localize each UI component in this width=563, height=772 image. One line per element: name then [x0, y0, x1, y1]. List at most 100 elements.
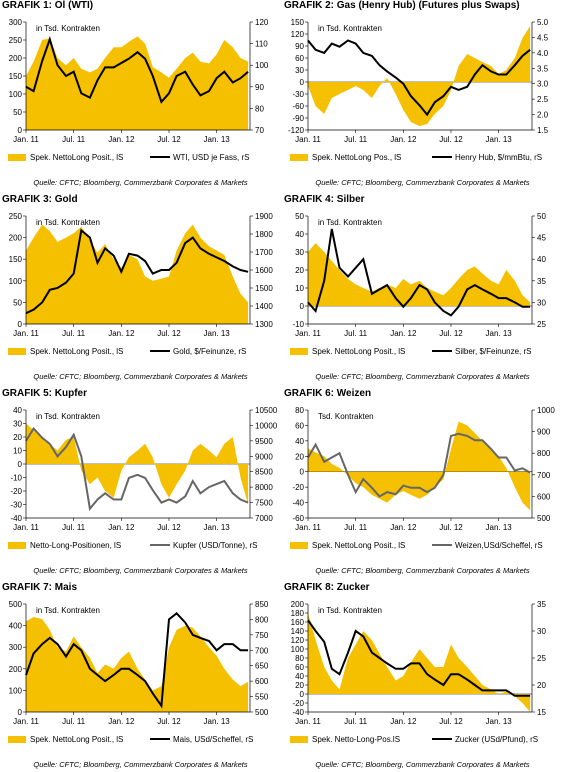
left-tick-label: 0: [300, 468, 305, 477]
legend-label: Spek. NettoLong Posit., lS: [30, 735, 123, 744]
chart-svg: in Tsd. Kontrakten 0 100 200 300 400 500 500 550…: [8, 600, 269, 744]
series-line: [307, 432, 531, 498]
source-note: Quelle: CFTC; Bloomberg, Commerzbank Cor…: [315, 372, 530, 381]
series-line: [307, 619, 531, 697]
x-tick-label: Jul. 12: [439, 135, 463, 144]
right-tick-label: 850: [255, 600, 269, 609]
right-tick-label: 25: [537, 654, 546, 663]
left-tick-label: 10: [13, 447, 22, 456]
left-tick-label: 40: [295, 437, 304, 446]
series-line: [307, 39, 531, 117]
left-tick-label: -30: [292, 90, 304, 99]
left-tick-label: 250: [9, 212, 23, 221]
legend-label: Spek. NettoLong Posit., lS: [312, 541, 405, 550]
right-tick-label: 40: [537, 255, 546, 264]
left-tick-label: 100: [291, 645, 305, 654]
right-tick-label: 110: [255, 40, 268, 49]
right-tick-label: 8000: [255, 483, 273, 492]
legend-label: Silber, $/Feinunze, rS: [455, 347, 531, 356]
series-area: [26, 617, 249, 712]
chart-panel-zucker: GRAFIK 8: Zucker in Tsd. Kontrakten -40 -2…: [282, 582, 563, 772]
x-tick-label: Jan. 13: [486, 717, 513, 726]
chart-panel-kupfer: GRAFIK 5: Kupfer in Tsd. Kontrakten -40 -3…: [0, 388, 281, 578]
x-tick-label: Jul. 11: [62, 135, 86, 144]
chart-panel-gas: GRAFIK 2: Gas (Henry Hub) (Futures plus …: [282, 0, 563, 190]
left-tick-label: 80: [295, 654, 304, 663]
right-tick-label: 70: [255, 126, 264, 135]
left-tick-label: -40: [292, 708, 304, 717]
unit-label: in Tsd. Kontrakten: [36, 412, 100, 421]
source-note: Quelle: CFTC; Bloomberg, Commerzbank Cor…: [315, 760, 530, 769]
left-tick-label: 90: [295, 42, 304, 51]
x-tick-label: Jul. 12: [439, 523, 463, 532]
x-tick-label: Jan. 11: [13, 717, 39, 726]
right-tick-label: 5.0: [537, 18, 549, 27]
left-tick-label: -60: [292, 514, 304, 523]
legend-label: Henry Hub, $/mmBtu, rS: [455, 153, 542, 162]
right-tick-label: 90: [255, 83, 264, 92]
x-tick-label: Jan. 12: [108, 135, 135, 144]
left-tick-label: 50: [295, 212, 304, 221]
right-tick-label: 550: [255, 693, 269, 702]
legend-label: Kupfer (USD/Tonne), rS: [173, 541, 257, 550]
unit-label: Tsd. Kontrakten: [318, 412, 374, 421]
left-tick-label: -30: [10, 501, 22, 510]
right-tick-label: 500: [255, 708, 269, 717]
right-tick-label: 100: [255, 61, 269, 70]
left-tick-label: 160: [291, 618, 305, 627]
source-note: Quelle: CFTC; Bloomberg, Commerzbank Cor…: [33, 372, 248, 381]
left-tick-label: 150: [9, 72, 23, 81]
legend-label: Netto-Long-Positionen, lS: [30, 541, 121, 550]
x-tick-label: Jan. 12: [390, 329, 417, 338]
left-tick-label: 180: [291, 609, 305, 618]
legend-swatch: [290, 736, 308, 743]
legend-label: Spek. Netto-Long-Pos.lS: [312, 735, 400, 744]
legend-swatch: [8, 348, 26, 355]
left-tick-label: 30: [13, 420, 22, 429]
chart-svg: in Tsd. Kontrakten-40-200204060801001201…: [290, 600, 546, 744]
chart-svg: in Tsd. Kontrakten 0 50 100 150 200 250 1300 140…: [8, 212, 273, 356]
left-tick-label: 200: [291, 600, 305, 609]
chart-title: GRAFIK 3: Gold: [2, 194, 78, 205]
left-tick-label: 100: [9, 686, 23, 695]
left-tick-label: 200: [9, 234, 23, 243]
left-tick-label: 120: [291, 30, 305, 39]
left-tick-label: 20: [295, 266, 304, 275]
legend-label: WTI, USD je Fass, rS: [173, 153, 249, 162]
chart-panel-weizen: GRAFIK 6: Weizen Tsd. Kontrakten -60 -40 -2…: [282, 388, 563, 578]
left-tick-label: 300: [9, 18, 23, 27]
left-tick-label: -20: [292, 483, 304, 492]
x-tick-label: Jul. 11: [344, 135, 368, 144]
x-tick-label: Jan. 13: [204, 523, 231, 532]
x-tick-label: Jan. 11: [295, 329, 321, 338]
unit-label: in Tsd. Kontrakten: [36, 218, 100, 227]
x-tick-label: Jul. 12: [439, 329, 463, 338]
legend-swatch: [290, 542, 308, 549]
source-note: Quelle: CFTC; Bloomberg, Commerzbank Cor…: [315, 178, 530, 187]
right-tick-label: 15: [537, 708, 546, 717]
right-tick-label: 1.5: [537, 126, 549, 135]
right-tick-label: 1700: [255, 248, 273, 257]
left-tick-label: 100: [9, 277, 23, 286]
right-tick-label: 1600: [255, 266, 273, 275]
right-tick-label: 600: [537, 492, 551, 501]
right-tick-label: 2.0: [537, 111, 549, 120]
left-tick-label: 50: [13, 108, 22, 117]
x-tick-label: Jan. 11: [295, 523, 321, 532]
unit-label: in Tsd. Kontrakten: [36, 24, 100, 33]
x-tick-label: Jul. 11: [344, 329, 368, 338]
series-line: [25, 426, 249, 512]
left-tick-label: 80: [295, 406, 304, 415]
chart-svg: in Tsd. Kontrakten 0 50 100 150 200 250 300 70 80…: [8, 18, 269, 162]
chart-title: GRAFIK 6: Weizen: [284, 388, 372, 399]
chart-svg: in Tsd. Kontrakten -10 0 10 20 30 40 50 25 30 35 40…: [290, 212, 546, 356]
right-tick-label: 7500: [255, 499, 273, 508]
left-tick-label: 10: [295, 284, 304, 293]
right-tick-label: 3.0: [537, 80, 549, 89]
right-tick-label: 8500: [255, 468, 273, 477]
left-tick-label: 50: [13, 298, 22, 307]
right-tick-label: 2.5: [537, 95, 549, 104]
left-tick-label: 0: [300, 302, 305, 311]
right-tick-label: 35: [537, 600, 546, 609]
